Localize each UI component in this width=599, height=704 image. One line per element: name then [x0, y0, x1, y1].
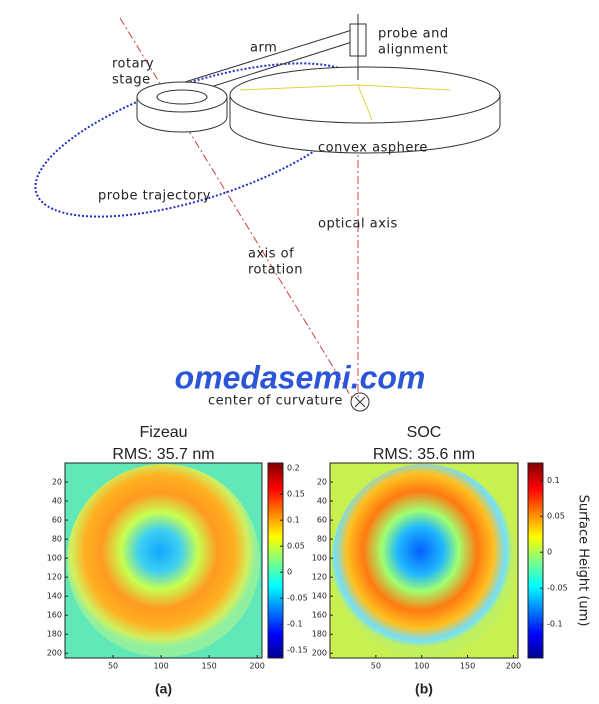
colorbar	[527, 462, 544, 659]
rotation-axis-line	[119, 17, 353, 399]
y-tick-label: 140	[47, 592, 62, 601]
colorbar-tick-label: 0.15	[287, 490, 305, 499]
y-tick-label: 100	[312, 554, 327, 563]
y-tick-label: 120	[312, 573, 327, 582]
label: axis of	[248, 247, 294, 262]
colorbar-tick-label: 0.05	[287, 542, 305, 551]
panel-title: Fizeau	[139, 424, 187, 441]
label: convex asphere	[318, 141, 428, 156]
x-tick-label: 200	[250, 662, 265, 671]
asphere-chords	[239, 84, 451, 121]
y-tick-label: 180	[312, 630, 327, 639]
colorbar-tick-label: 0.1	[287, 516, 300, 525]
colorbar-tick-label: 0.05	[547, 512, 565, 521]
asphere-top	[229, 66, 501, 124]
surface-map	[67, 464, 260, 657]
stage-inner	[156, 89, 208, 105]
label: alignment	[378, 43, 448, 58]
label: probe and	[378, 27, 449, 42]
x-tick-label: 50	[108, 662, 118, 671]
y-tick-label: 20	[317, 478, 327, 487]
panel-rms: RMS: 35.7 nm	[112, 446, 214, 463]
colorbar-tick-label: 0.2	[287, 464, 300, 473]
y-tick-label: 40	[317, 497, 327, 506]
x-tick-label: 150	[202, 662, 217, 671]
colorbar-tick-label: -0.1	[287, 620, 303, 629]
y-tick-label: 80	[317, 535, 327, 544]
center-cross	[354, 396, 366, 408]
y-tick-label: 60	[317, 516, 327, 525]
label: optical axis	[318, 217, 398, 232]
y-tick-label: 180	[47, 630, 62, 639]
colorbar-tick-label: -0.15	[287, 646, 308, 655]
y-tick-label: 160	[47, 611, 62, 620]
panel-caption: (b)	[415, 681, 433, 697]
surface-map	[332, 464, 516, 657]
label: probe trajectory	[98, 189, 211, 204]
watermark: omedasemi.com	[175, 359, 426, 395]
y-tick-label: 140	[312, 592, 327, 601]
y-tick-label: 160	[312, 611, 327, 620]
x-tick-label: 200	[506, 662, 521, 671]
label: rotation	[248, 263, 303, 278]
y-tick-label: 120	[47, 573, 62, 582]
colorbar	[267, 462, 284, 659]
colorbar-tick-label: -0.1	[547, 620, 563, 629]
colorbar-tick-label: 0	[287, 568, 292, 577]
colorbar-tick-label: 0	[547, 548, 552, 557]
label: rotary	[112, 57, 154, 72]
panel-title: SOC	[407, 424, 442, 441]
y-tick-label: 100	[47, 554, 62, 563]
x-tick-label: 100	[414, 662, 429, 671]
colorbar-tick-label: -0.05	[287, 594, 308, 603]
colorbar-label: Surface Height (um)	[576, 495, 591, 627]
label: stage	[112, 73, 151, 88]
panel-caption: (a)	[155, 681, 172, 697]
arm-line	[184, 29, 353, 83]
y-tick-label: 200	[312, 649, 327, 658]
stage-top	[136, 81, 228, 113]
label: center of curvature	[208, 394, 343, 409]
y-tick-label: 60	[52, 516, 62, 525]
x-tick-label: 50	[371, 662, 381, 671]
x-tick-label: 100	[153, 662, 168, 671]
center-marker	[350, 392, 370, 412]
y-tick-label: 40	[52, 497, 62, 506]
y-tick-label: 200	[47, 649, 62, 658]
label: arm	[250, 41, 277, 56]
panel-rms: RMS: 35.6 nm	[373, 446, 475, 463]
colorbar-tick-label: 0.1	[547, 476, 560, 485]
colorbar-tick-label: -0.05	[547, 584, 568, 593]
y-tick-label: 20	[52, 478, 62, 487]
x-tick-label: 150	[460, 662, 475, 671]
y-tick-label: 80	[52, 535, 62, 544]
diagram	[34, 14, 501, 412]
arm-line	[194, 41, 353, 93]
